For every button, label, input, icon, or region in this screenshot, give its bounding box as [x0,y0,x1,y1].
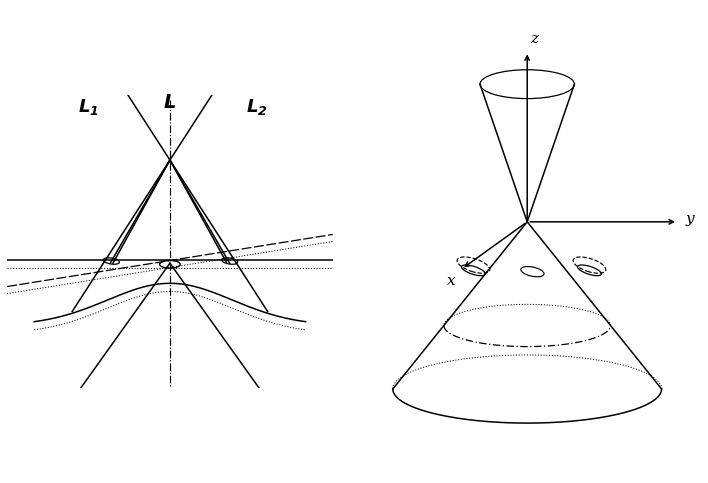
Text: y: y [686,212,695,226]
Text: x: x [447,274,455,288]
Text: z: z [530,32,539,46]
Text: $\bfit{L}_{\bfit{2}}$: $\bfit{L}_{\bfit{2}}$ [246,97,268,117]
Text: $\bfit{L}$: $\bfit{L}$ [164,94,176,112]
Text: $\bfit{L}_{\bfit{1}}$: $\bfit{L}_{\bfit{1}}$ [78,97,99,117]
